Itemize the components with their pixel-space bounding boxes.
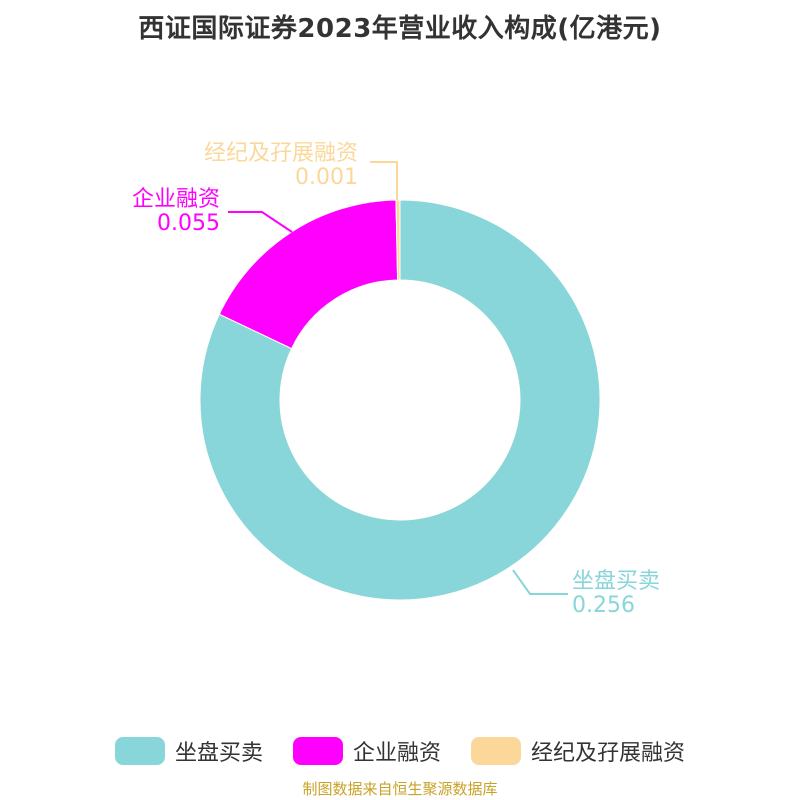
legend-swatch-2 xyxy=(471,737,521,765)
leader-line-2 xyxy=(370,161,398,200)
legend-item-0[interactable]: 坐盘买卖 xyxy=(114,735,263,767)
legend-swatch-1 xyxy=(292,737,343,765)
chart-title: 西证国际证券2023年营业收入构成(亿港元) xyxy=(138,14,662,44)
source-note: 制图数据来自恒生聚源数据库 xyxy=(302,780,498,798)
legend-swatch-0 xyxy=(114,737,165,765)
legend-label-1: 企业融资 xyxy=(352,741,441,766)
slice-label-name-1: 企业融资 xyxy=(132,187,220,212)
leader-line-0 xyxy=(512,569,568,595)
leader-line-1 xyxy=(228,211,293,233)
slice-label-value-2: 0.001 xyxy=(295,165,358,190)
legend-label-2: 经纪及孖展融资 xyxy=(531,741,686,766)
legend-label-0: 坐盘买卖 xyxy=(174,741,263,766)
slice-2[interactable] xyxy=(395,199,401,281)
slice-label-value-1: 0.055 xyxy=(157,211,220,236)
slice-label-value-0: 0.256 xyxy=(572,593,635,618)
legend: 坐盘买卖 企业融资 经纪及孖展融资 xyxy=(0,735,800,767)
legend-item-1[interactable]: 企业融资 xyxy=(292,735,441,767)
slice-label-name-2: 经纪及孖展融资 xyxy=(204,141,358,166)
slice-label-name-0: 坐盘买卖 xyxy=(572,569,660,594)
slice-1[interactable] xyxy=(218,199,399,350)
legend-item-2[interactable]: 经纪及孖展融资 xyxy=(471,735,685,767)
slice-0[interactable] xyxy=(199,199,601,601)
